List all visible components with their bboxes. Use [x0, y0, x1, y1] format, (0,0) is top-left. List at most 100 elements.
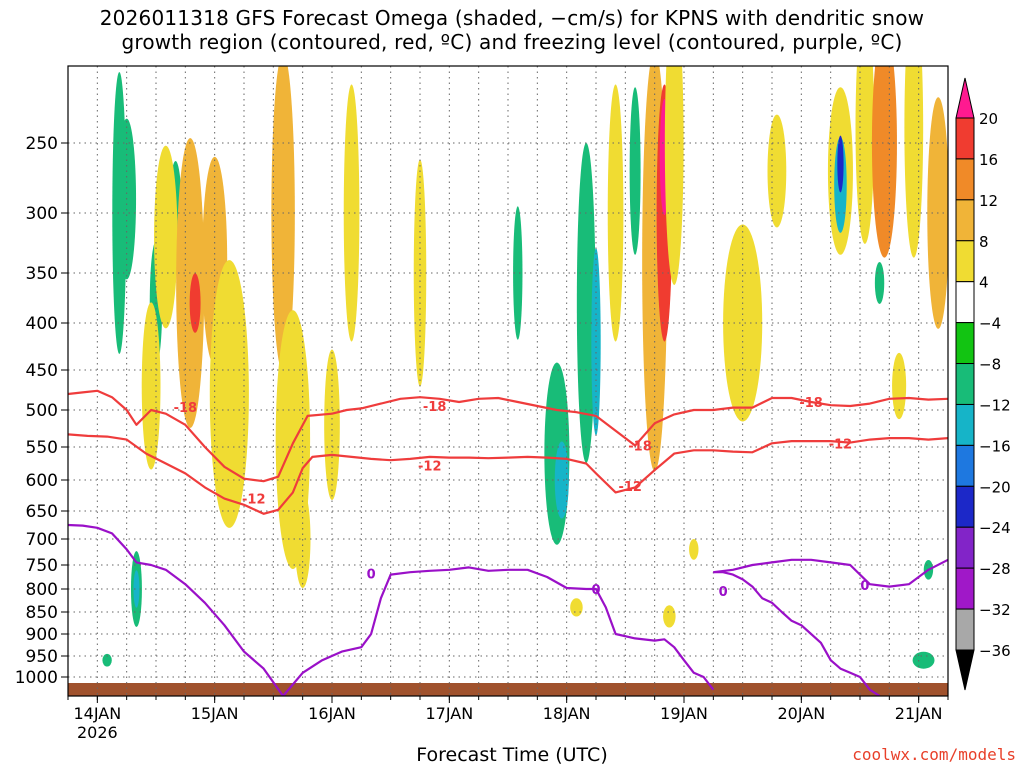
colorbar: 20 16 12 8 4 −4 −8 −12 −16 −20 −24 −28 −32 −36: [955, 77, 1011, 691]
omega-blob-34: [871, 66, 897, 258]
omega-blob-22: [607, 84, 624, 342]
freezing-level-contour: [68, 523, 715, 696]
omega-blob-35: [904, 66, 924, 258]
x-tick-label-15JAN: 15JAN: [191, 704, 239, 723]
omega-blob-10: [209, 260, 249, 528]
dendritic-contour--18-label-2: -18: [628, 440, 652, 455]
ground-terrain-bar: [68, 683, 948, 696]
colorbar-label-5: −4: [979, 315, 1001, 333]
freezing-level-contour-3: [713, 558, 948, 588]
x-tick-label-18JAN: 18JAN: [543, 704, 591, 723]
colorbar-label-13: −36: [979, 642, 1011, 660]
x-tick-label-21JAN: 21JAN: [895, 704, 943, 723]
omega-blob-19: [554, 441, 569, 519]
dendritic-contour--18-label-1: -18: [423, 400, 447, 415]
colorbar-box-9: [955, 485, 975, 528]
y-tick-label-750: 750: [26, 556, 58, 576]
omega-blob-28: [723, 224, 763, 422]
colorbar-box-10: [955, 526, 975, 569]
y-tick-label-600: 600: [26, 471, 58, 491]
colorbar-box-0: [955, 117, 975, 160]
x-tick-label-16JAN: 16JAN: [308, 704, 356, 723]
colorbar-label-1: 16: [979, 151, 998, 169]
dendritic-contour--12-label-0: -12: [242, 493, 266, 508]
omega-blob-41: [102, 653, 112, 667]
y-axis: 2503003504004505005506006507007508008509…: [15, 134, 68, 688]
colorbar-bottom-triangle: [955, 649, 975, 691]
freezing-level-contour-2: [713, 571, 881, 696]
omega-blob-32: [837, 135, 844, 193]
gridlines: [67, 66, 949, 696]
colorbar-label-2: 12: [979, 192, 998, 210]
colorbar-box-4: [955, 281, 975, 324]
omega-blob-46: [892, 352, 907, 420]
y-tick-label-500: 500: [26, 401, 58, 421]
x-axis-label: Forecast Time (UTC): [416, 744, 608, 766]
omega-blob-8: [189, 273, 201, 333]
colorbar-box-6: [955, 363, 975, 405]
colorbar-label-12: −32: [979, 601, 1011, 619]
omega-blob-7: [176, 138, 205, 428]
y-tick-label-250: 250: [26, 134, 58, 154]
colorbar-box-3: [955, 240, 975, 283]
colorbar-label-4: 4: [979, 274, 989, 292]
colorbar-label-10: −24: [979, 519, 1011, 537]
colorbar-label-7: −12: [979, 396, 1011, 414]
colorbar-label-9: −20: [979, 478, 1011, 496]
omega-blob-40: [912, 651, 935, 669]
colorbar-box-7: [955, 403, 975, 446]
x-tick-sublabel-14JAN: 2026: [77, 723, 118, 742]
dendritic-contour--12-label-3: -12: [829, 437, 853, 452]
omega-blob-23: [629, 87, 641, 255]
y-tick-label-350: 350: [26, 264, 58, 284]
colorbar-box-2: [955, 199, 975, 242]
dendritic-contour--18-label-0: -18: [174, 401, 198, 416]
colorbar-box-5: [955, 322, 975, 365]
y-tick-label-700: 700: [26, 530, 58, 550]
x-tick-label-19JAN: 19JAN: [660, 704, 708, 723]
freezing-level-contour-label-0: 0: [367, 568, 376, 583]
omega-blob-44: [689, 539, 699, 560]
omega-blob-38: [133, 570, 140, 608]
y-tick-label-1000: 1000: [15, 668, 58, 688]
watermark: coolwx.com/models: [852, 745, 1016, 764]
y-tick-label-550: 550: [26, 438, 58, 458]
dendritic-contour--12-label-2: -12: [618, 480, 642, 495]
dendritic-contour--18-label-3: -18: [799, 396, 823, 411]
omega-blob-33: [855, 66, 875, 244]
colorbar-label-3: 8: [979, 233, 989, 251]
colorbar-box-8: [955, 444, 975, 487]
dendritic-contour--12-label-1: -12: [418, 459, 442, 474]
y-tick-label-650: 650: [26, 502, 58, 522]
y-tick-label-850: 850: [26, 603, 58, 623]
x-tick-label-20JAN: 20JAN: [777, 704, 825, 723]
y-tick-label-900: 900: [26, 625, 58, 645]
y-tick-label-450: 450: [26, 361, 58, 381]
colorbar-label-8: −16: [979, 437, 1011, 455]
y-tick-label-400: 400: [26, 314, 58, 334]
chart-title-line-2: growth region (contoured, red, ºC) and f…: [121, 30, 903, 54]
freezing-level-contour-label-1: 0: [591, 583, 600, 598]
colorbar-box-1: [955, 158, 975, 201]
dendritic-contour--18: [68, 389, 948, 483]
colorbar-label-11: −28: [979, 560, 1011, 578]
y-tick-label-300: 300: [26, 204, 58, 224]
y-tick-label-950: 950: [26, 647, 58, 667]
omega-blob-6: [154, 145, 178, 329]
colorbar-label-0: 20: [979, 110, 998, 128]
omega-blob-43: [663, 605, 676, 628]
chart-title: 2026011318 GFS Forecast Omega (shaded, −…: [0, 6, 1024, 54]
colorbar-box-12: [955, 608, 975, 651]
omega-blob-27: [664, 66, 684, 285]
omega-blob-17: [513, 206, 523, 340]
omega-blob-45: [874, 262, 885, 304]
colorbar-label-6: −8: [979, 356, 1001, 374]
omega-blob-29: [767, 114, 787, 228]
x-tick-label-14JAN: 14JAN: [73, 704, 121, 723]
x-tick-label-17JAN: 17JAN: [425, 704, 473, 723]
y-tick-label-800: 800: [26, 580, 58, 600]
omega-blob-42: [570, 598, 583, 617]
freezing-level-contour-3-label-0: 0: [860, 579, 869, 594]
